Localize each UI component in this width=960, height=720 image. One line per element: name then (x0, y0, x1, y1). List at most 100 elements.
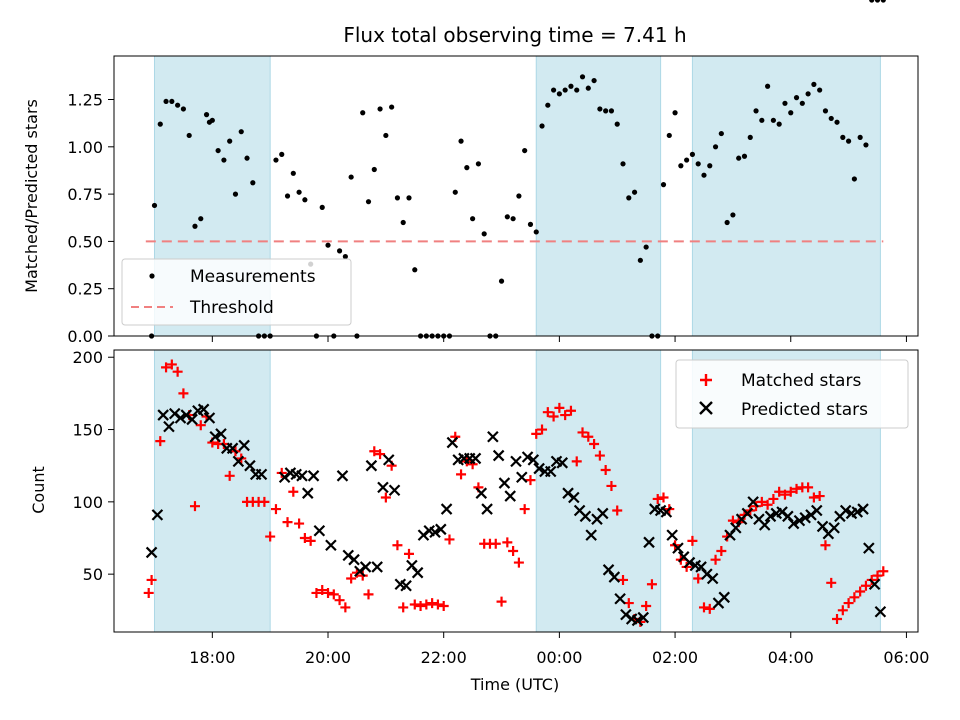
predicted-point (481, 503, 493, 515)
measurement-point (695, 161, 701, 167)
matched-point (583, 431, 594, 442)
legend-measurements-label: Measurements (190, 267, 316, 287)
matched-point (612, 505, 623, 516)
measurement-point (631, 189, 638, 195)
matched-point (646, 579, 657, 590)
bottom-panel-frame (113, 349, 919, 633)
measurement-point (203, 112, 210, 118)
bottom-panel-y-ticks: 50 100 150 200 (72, 348, 114, 584)
matched-point (224, 470, 235, 481)
predicted-point (365, 459, 378, 472)
matched-point (444, 534, 455, 545)
predicted-point (475, 487, 488, 499)
predicted-point (226, 442, 239, 455)
measurement-point (452, 189, 458, 195)
measurement-point (504, 214, 510, 220)
matched-point (698, 602, 709, 613)
x-tick-label: 18:00 (189, 648, 235, 667)
measurement-point (869, 0, 875, 3)
measurement-point (175, 102, 181, 108)
measurement-point (793, 95, 800, 101)
predicted-point (301, 487, 314, 499)
matched-point (259, 496, 270, 507)
predicted-point (851, 506, 864, 518)
top-y-tick-label: 0.00 (67, 327, 103, 346)
measurement-point (614, 121, 620, 127)
predicted-point (585, 529, 597, 541)
matched-point (143, 587, 154, 598)
top-y-tick-label: 1.00 (67, 138, 103, 157)
measurement-point (400, 219, 406, 226)
measurement-point (464, 165, 470, 171)
matched-point (265, 531, 276, 542)
measurement-point (198, 216, 204, 222)
matched-point (803, 482, 814, 493)
measurement-point (273, 157, 279, 163)
bottom-legend: Matched stars Predicted stars (675, 359, 909, 429)
measurement-point (360, 110, 366, 116)
measurement-point (238, 129, 244, 135)
matched-point (178, 388, 189, 399)
predicted-point (730, 522, 742, 534)
measurement-point (533, 229, 539, 235)
legend-threshold-label: Threshold (189, 298, 274, 318)
matched-point (363, 589, 374, 600)
measurement-point (776, 121, 782, 127)
measurement-point (805, 91, 811, 97)
matched-point (762, 499, 773, 510)
predicted-point (186, 413, 198, 426)
matched-point (779, 489, 790, 500)
predicted-point (556, 457, 569, 469)
measurement-point (180, 106, 187, 112)
matched-point (161, 362, 172, 373)
matched-point (542, 407, 553, 418)
predicted-point (787, 517, 800, 530)
measurement-point (527, 221, 534, 227)
x-tick-label: 02:00 (652, 648, 698, 667)
measurement-point (811, 81, 817, 87)
measurement-point (510, 216, 516, 222)
predicted-point (382, 454, 395, 466)
measurement-point (290, 170, 296, 176)
x-tick-label: 20:00 (305, 648, 351, 667)
predicted-point (244, 459, 256, 472)
predicted-point (579, 510, 592, 523)
measurement-point (215, 147, 221, 154)
matched-point (438, 600, 449, 611)
matched-point (791, 483, 802, 494)
measurement-point (585, 85, 591, 91)
measurement-point (336, 248, 343, 254)
predicted-point (487, 430, 499, 443)
matched-point (432, 599, 443, 610)
matched-point (456, 469, 467, 480)
measurement-point (325, 242, 331, 248)
matched-point (305, 535, 316, 546)
shaded-interval-3 (691, 55, 881, 337)
measurement-point (227, 138, 233, 144)
matched-point (860, 580, 871, 591)
matched-point (652, 493, 663, 504)
measurement-point (880, 0, 886, 3)
measurement-point (863, 142, 869, 148)
matched-point (155, 436, 166, 447)
bottom-y-tick-label: 50 (83, 565, 103, 584)
matched-point (392, 540, 403, 551)
matched-point (641, 600, 652, 611)
measurement-point (157, 121, 163, 127)
predicted-point (608, 571, 621, 583)
top-y-tick-label: 0.25 (67, 280, 103, 299)
measurement-point (568, 83, 574, 89)
matched-point (820, 540, 831, 551)
measurement-point (759, 117, 765, 123)
predicted-point (660, 506, 673, 518)
predicted-point (863, 542, 875, 554)
legend-matched-label: Matched stars (741, 371, 861, 391)
measurement-point (232, 191, 239, 197)
matched-point (172, 366, 183, 377)
predicted-point (296, 470, 308, 482)
predicted-point (435, 523, 447, 536)
top-panel-x-ticks (211, 336, 907, 342)
measurement-point (845, 138, 852, 144)
matched-point (710, 554, 721, 565)
measurement-point (516, 193, 522, 199)
